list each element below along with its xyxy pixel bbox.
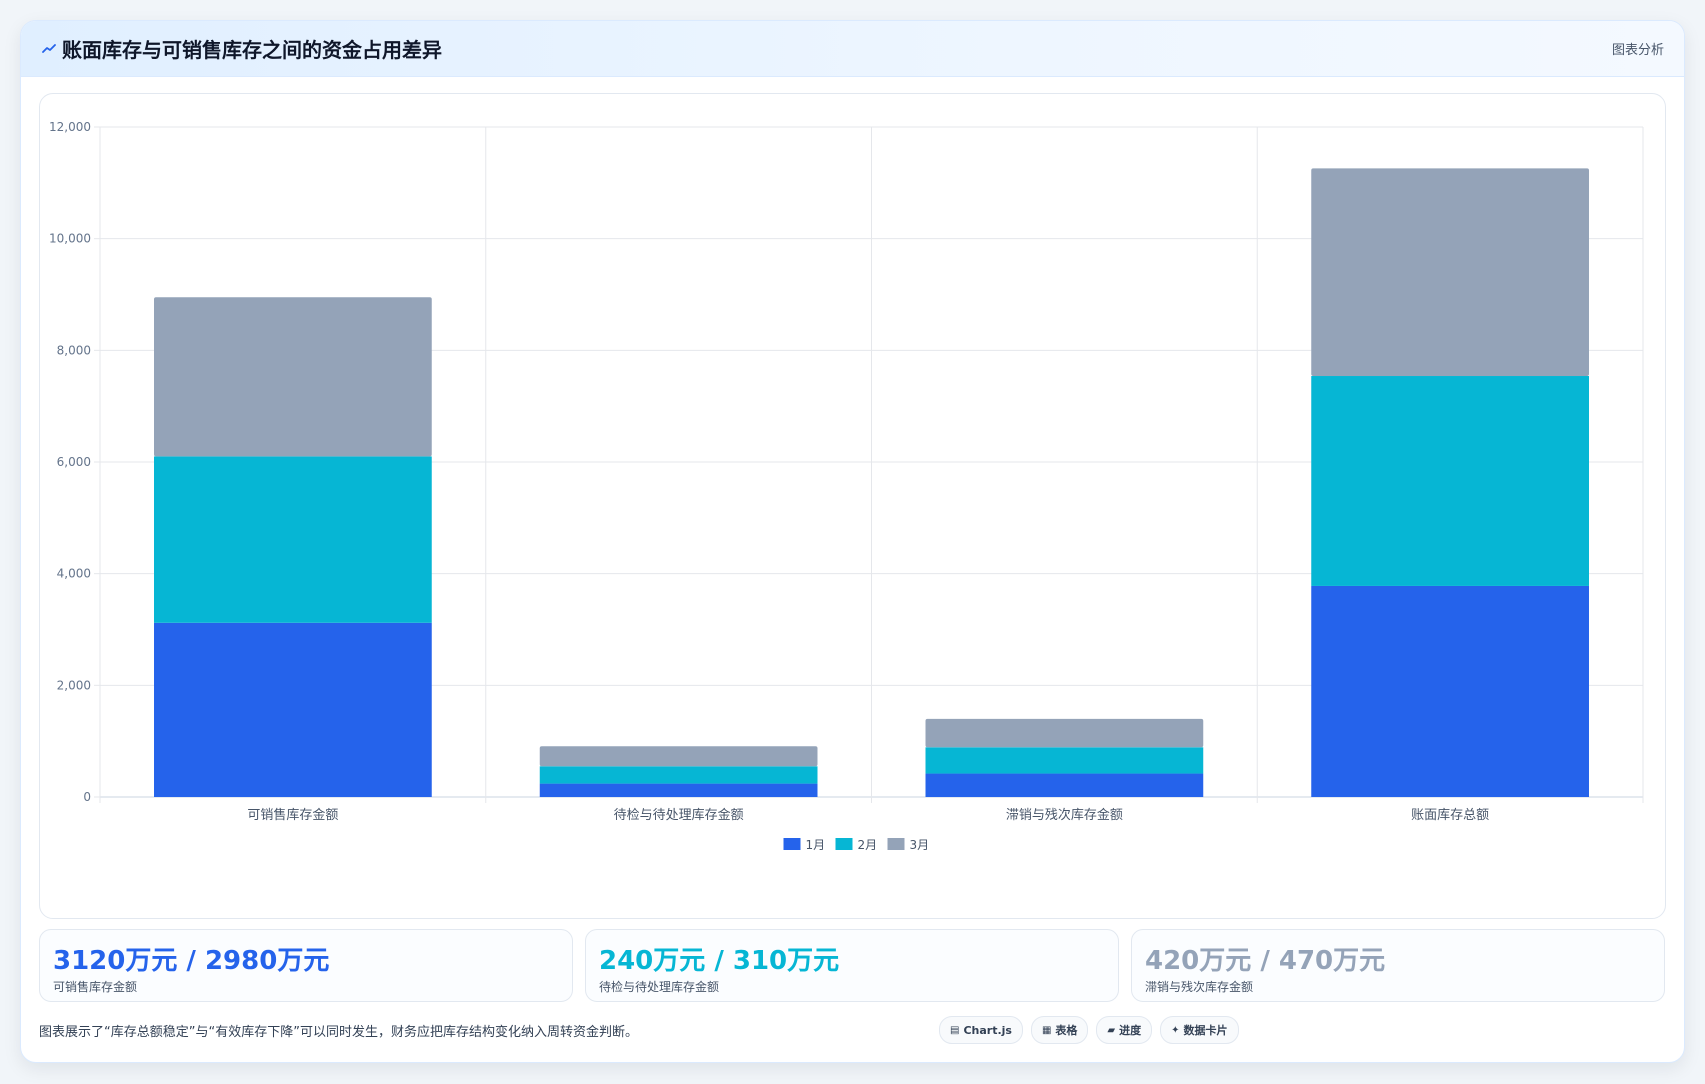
table-icon: ▦ — [1041, 1024, 1052, 1036]
x-tick-label: 待检与待处理库存金额 — [614, 807, 744, 823]
tag-label: 表格 — [1055, 1024, 1078, 1037]
stat-value: 3120万元 / 2980万元 — [53, 946, 330, 976]
y-tick-label: 10,000 — [49, 232, 91, 246]
chart-analysis-link[interactable]: 图表分析 — [1611, 43, 1664, 58]
bar-segment — [925, 718, 1204, 748]
sparkle-icon: ✦ — [1171, 1024, 1180, 1036]
stat-value: 240万元 / 310万元 — [599, 946, 840, 976]
bar-segment — [539, 783, 818, 797]
legend-label: 2月 — [858, 838, 878, 852]
stat-label: 待检与待处理库存金额 — [599, 980, 720, 994]
bar-segment — [539, 746, 818, 767]
bar-segment — [539, 766, 818, 784]
x-tick-label: 账面库存总额 — [1411, 807, 1489, 823]
stat-card-sellable: 3120万元 / 2980万元 可销售库存金额 — [39, 929, 573, 1002]
chart-footnote: 图表展示了“库存总额稳定”与“有效库存下降”可以同时发生，财务应把库存结构变化纳… — [39, 1025, 638, 1040]
stat-label: 滞销与残次库存金额 — [1145, 980, 1254, 994]
y-tick-label: 0 — [83, 790, 91, 804]
tag-chartjs[interactable]: ▤ Chart.js — [939, 1016, 1023, 1044]
y-tick-label: 12,000 — [49, 120, 91, 134]
stat-value: 420万元 / 470万元 — [1145, 946, 1386, 976]
bar-segment — [154, 622, 432, 797]
tag-table[interactable]: ▦ 表格 — [1030, 1016, 1089, 1044]
stat-card-slow-moving: 420万元 / 470万元 滞销与残次库存金额 — [1131, 929, 1665, 1002]
x-tick-label: 滞销与残次库存金额 — [1006, 807, 1123, 823]
y-tick-label: 4,000 — [57, 567, 91, 581]
trend-line-icon — [41, 41, 57, 57]
legend-label: 1月 — [806, 838, 826, 852]
y-tick-label: 8,000 — [57, 343, 91, 357]
bar-segment — [1311, 376, 1589, 586]
bar-segment — [925, 747, 1204, 774]
legend-swatch — [887, 838, 905, 850]
panel-title: 账面库存与可销售库存之间的资金占用差异 — [62, 38, 442, 62]
bar-segment — [1311, 585, 1589, 797]
legend-swatch — [783, 838, 801, 850]
stat-label: 可销售库存金额 — [53, 980, 138, 994]
legend-swatch — [835, 838, 853, 850]
progress-icon: ▰ — [1107, 1024, 1116, 1036]
tag-data-card[interactable]: ✦ 数据卡片 — [1160, 1016, 1239, 1044]
chart-panel: 账面库存与可销售库存之间的资金占用差异 图表分析 0 2,000 4,000 6,00… — [20, 20, 1685, 1063]
tag-label: Chart.js — [963, 1023, 1012, 1037]
bar-segment — [154, 297, 432, 457]
tag-label: 进度 — [1119, 1024, 1142, 1037]
tag-list: ▤ Chart.js ▦ 表格 ▰ 进度 ✦ 数据卡片 — [939, 1016, 1239, 1044]
chart-icon: ▤ — [950, 1024, 960, 1036]
bar-segment — [925, 773, 1204, 797]
x-tick-label: 可销售库存金额 — [247, 807, 338, 823]
stat-card-pending: 240万元 / 310万元 待检与待处理库存金额 — [585, 929, 1119, 1002]
tag-label: 数据卡片 — [1183, 1024, 1228, 1037]
legend-label: 3月 — [910, 838, 930, 852]
y-tick-label: 6,000 — [57, 455, 91, 469]
stacked-bar-chart: 0 2,000 4,000 6,000 8,000 10,000 12,000 可销售库存金额… — [49, 120, 1644, 852]
panel-header: 账面库存与可销售库存之间的资金占用差异 图表分析 — [21, 21, 1684, 77]
chart-card: 0 2,000 4,000 6,000 8,000 10,000 12,000 可销售库存金额… — [39, 93, 1666, 919]
tag-progress[interactable]: ▰ 进度 — [1096, 1016, 1153, 1044]
bar-segment — [154, 456, 432, 623]
bar-segment — [1311, 168, 1589, 377]
y-tick-label: 2,000 — [57, 678, 91, 692]
